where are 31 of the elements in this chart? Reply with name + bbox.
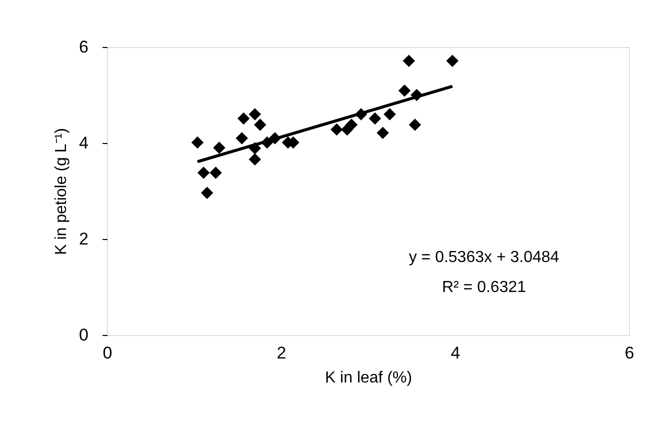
x-tick-label: 6 — [624, 344, 634, 362]
x-tick-label: 2 — [276, 344, 286, 362]
point — [402, 54, 416, 68]
point — [248, 153, 262, 166]
point — [408, 118, 422, 131]
y-tick-label: 0 — [79, 326, 88, 344]
y-axis-title: K in petiole (g L⁻¹) — [53, 128, 70, 255]
y-tick-label: 2 — [79, 230, 88, 248]
point — [330, 123, 343, 136]
point — [376, 126, 389, 140]
point — [200, 186, 214, 200]
point — [197, 166, 210, 179]
x-axis-title: K in leaf (%) — [324, 370, 412, 386]
point — [368, 112, 382, 125]
x-tick-label: 0 — [102, 344, 112, 362]
point — [237, 112, 250, 125]
point — [345, 118, 358, 131]
point — [213, 142, 226, 154]
x-tick-label: 4 — [450, 344, 460, 362]
point — [446, 54, 459, 68]
annotation: R² = 0.6321 — [442, 279, 526, 296]
point — [236, 132, 248, 144]
point — [191, 136, 204, 149]
point — [210, 166, 222, 179]
annotation: y = 0.5363x + 3.0484 — [408, 249, 560, 266]
point — [254, 118, 266, 131]
y-tick-label: 4 — [79, 134, 88, 152]
y-tick-label: 6 — [79, 38, 88, 56]
point — [384, 108, 396, 120]
point — [248, 108, 262, 120]
point — [398, 84, 411, 97]
